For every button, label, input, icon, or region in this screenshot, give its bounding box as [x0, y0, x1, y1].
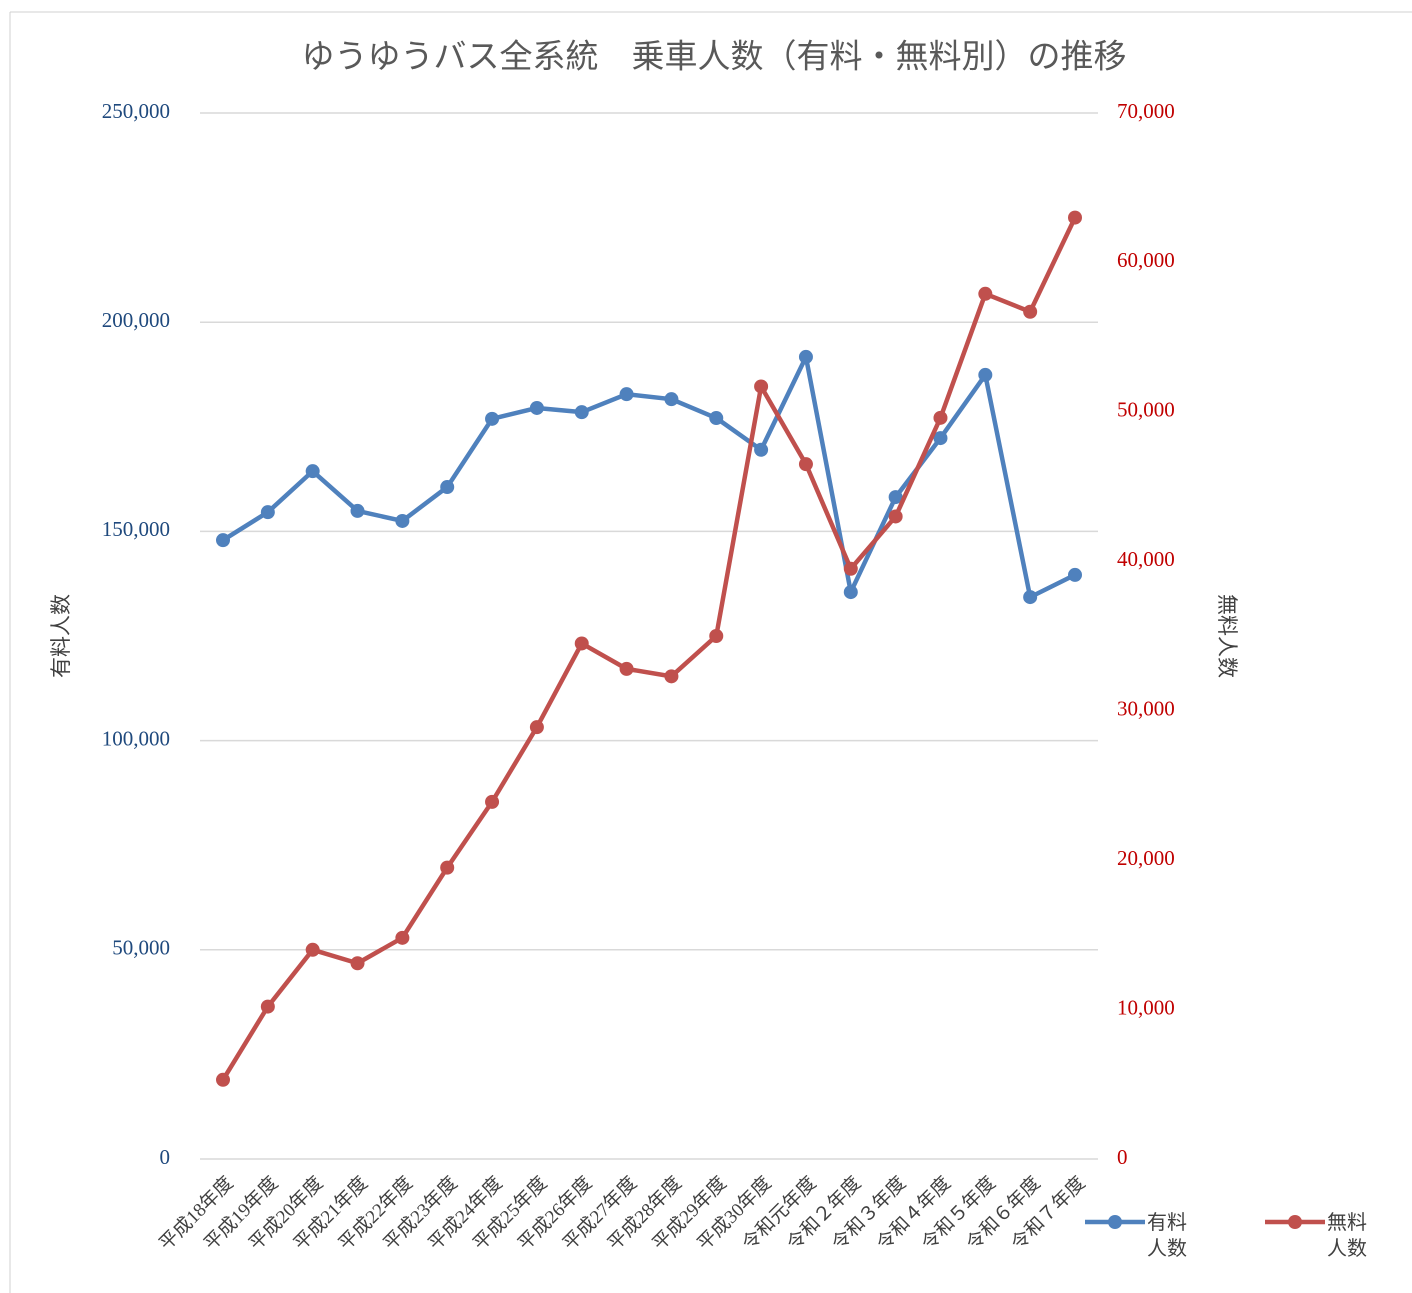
- legend-label: 無料人数: [1327, 1210, 1367, 1260]
- point: [1023, 304, 1038, 319]
- y2-tick-label: 50,000: [1117, 398, 1175, 422]
- y-tick-label: 200,000: [102, 308, 170, 332]
- y-tick-label: 0: [160, 1145, 171, 1169]
- point: [216, 1072, 230, 1087]
- point: [1068, 567, 1082, 582]
- point: [485, 794, 500, 809]
- point: [1068, 210, 1082, 225]
- y-axis-title: 有料人数: [49, 594, 73, 678]
- point: [485, 411, 500, 426]
- point: [978, 286, 993, 301]
- point: [529, 720, 544, 735]
- chart-title: ゆうゆうバス全系統 乗車人数（有料・無料別）の推移: [302, 37, 1127, 76]
- point: [798, 349, 813, 364]
- y-tick-label: 100,000: [102, 726, 170, 750]
- point: [350, 503, 365, 518]
- point: [664, 669, 679, 684]
- y2-tick-label: 70,000: [1117, 99, 1175, 123]
- legend-marker: [1108, 1215, 1122, 1229]
- point: [664, 392, 679, 407]
- point: [619, 387, 634, 402]
- y-tick-label: 50,000: [112, 936, 170, 960]
- y-tick-label: 150,000: [102, 517, 170, 541]
- point: [933, 431, 948, 446]
- point: [754, 442, 769, 457]
- y2-tick-label: 30,000: [1117, 697, 1175, 721]
- point: [395, 513, 410, 528]
- series-line: [221, 354, 1076, 600]
- point: [888, 509, 903, 524]
- point: [978, 367, 993, 382]
- point: [574, 405, 589, 420]
- y2-tick-label: 60,000: [1117, 248, 1175, 272]
- point: [798, 457, 813, 472]
- point: [440, 860, 455, 875]
- point: [260, 505, 275, 520]
- point: [754, 379, 769, 394]
- series-line: [221, 216, 1078, 1081]
- point: [843, 585, 858, 600]
- point: [305, 464, 320, 479]
- point: [350, 956, 365, 971]
- point: [260, 999, 275, 1014]
- point: [440, 480, 455, 495]
- legend-label: 有料人数: [1147, 1210, 1187, 1260]
- point: [843, 561, 858, 576]
- point: [395, 930, 410, 945]
- y2-tick-label: 10,000: [1117, 995, 1175, 1019]
- point: [933, 410, 948, 425]
- y2-tick-label: 40,000: [1117, 547, 1175, 571]
- point: [216, 533, 230, 548]
- point: [709, 629, 724, 643]
- y2-tick-label: 20,000: [1117, 846, 1175, 870]
- legend-marker: [1288, 1215, 1302, 1229]
- point: [888, 490, 903, 505]
- point: [619, 661, 634, 676]
- y-tick-label: 250,000: [102, 99, 170, 123]
- y2-tick-label: 0: [1117, 1145, 1128, 1169]
- y2-axis-title: 無料人数: [1215, 594, 1239, 678]
- point: [305, 942, 320, 957]
- point: [1023, 590, 1038, 605]
- point: [709, 411, 724, 426]
- point: [529, 400, 544, 415]
- point: [574, 636, 589, 651]
